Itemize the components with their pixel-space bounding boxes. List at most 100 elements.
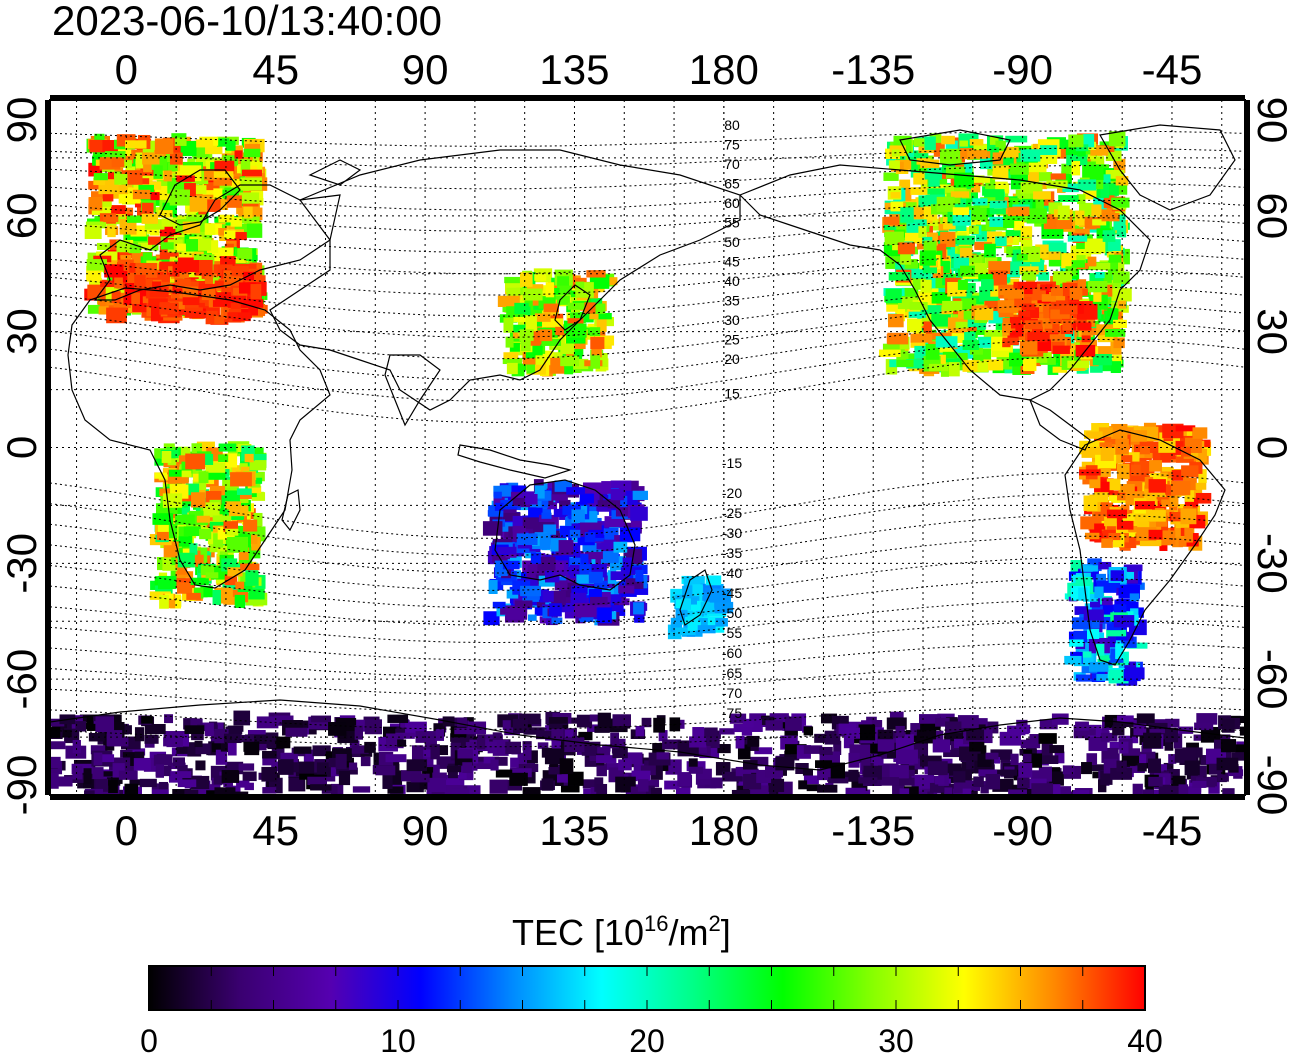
tec-cell (883, 172, 899, 181)
tec-cell (150, 192, 160, 201)
tec-cell (247, 729, 266, 737)
tec-cell (966, 205, 987, 221)
tec-cell (983, 359, 1004, 371)
tec-cell (385, 754, 407, 763)
tec-cell (594, 580, 608, 590)
tec-cell (1120, 504, 1130, 515)
tec-cell (589, 714, 600, 722)
tec-cell (1106, 509, 1128, 519)
tec-cell (551, 530, 566, 542)
tec-cell (966, 729, 985, 741)
tec-cell (920, 305, 942, 314)
tec-cell (936, 196, 955, 212)
tec-cell (1184, 760, 1200, 776)
tec-cell (93, 177, 106, 186)
tec-cell (1091, 764, 1108, 772)
tec-cell (250, 284, 262, 300)
tec-cell (493, 485, 511, 497)
tec-cell (504, 324, 526, 333)
tec-cell (989, 208, 1006, 215)
contour-line (50, 165, 1245, 190)
tec-cell (1158, 784, 1181, 795)
tec-cell (899, 179, 911, 194)
tec-cell (757, 777, 769, 793)
tec-cell (87, 284, 105, 299)
tec-cell (968, 225, 979, 235)
tec-cell (195, 760, 206, 771)
tec-cell (1103, 616, 1112, 624)
tec-cell (878, 349, 901, 358)
tec-cell (503, 317, 514, 333)
tec-cell (560, 603, 574, 613)
tec-cell (970, 295, 984, 305)
tec-cell (539, 329, 553, 342)
tec-cell (1010, 753, 1019, 766)
tec-cell (230, 303, 241, 311)
tec-cell (211, 743, 229, 753)
tec-cell (904, 786, 919, 795)
tec-cell (1105, 169, 1125, 179)
tec-cell (504, 276, 525, 284)
tec-cell (102, 189, 114, 202)
tec-cell (213, 533, 224, 548)
tec-cell (1008, 789, 1027, 795)
tec-cell (530, 330, 541, 346)
tec-cell (1139, 446, 1150, 455)
tec-cell (575, 281, 585, 289)
tec-cell (338, 770, 351, 786)
colorbar-tick-label: 10 (380, 1023, 416, 1057)
tec-cell (895, 734, 914, 751)
tec-cell (169, 152, 183, 165)
contour-label: -50 (722, 605, 742, 621)
colorbar: TEC [1016/m2] 0 10 20 30 40 (140, 911, 1163, 1057)
tec-cell (1022, 358, 1037, 372)
tec-cell (526, 750, 538, 764)
tec-cell (181, 504, 191, 520)
tec-cell (530, 552, 541, 564)
tec-cell (677, 772, 691, 787)
tec-cell (458, 769, 467, 779)
tec-cell (1111, 197, 1130, 208)
tec-cell (181, 470, 192, 478)
tec-cell (193, 481, 207, 491)
tec-cell (610, 594, 622, 603)
tec-cell (963, 310, 973, 320)
contour-line (50, 356, 1245, 423)
tec-cell (182, 286, 198, 298)
tec-cell (504, 724, 520, 736)
contour-label: -60 (722, 645, 742, 661)
tec-cell (204, 223, 216, 235)
tec-cell (1052, 345, 1070, 354)
tec-cell (133, 758, 151, 771)
tec-cell (489, 779, 508, 794)
tec-cell (566, 323, 587, 338)
tec-cell (1073, 630, 1088, 643)
tec-cell (819, 746, 833, 756)
tec-cell (1006, 246, 1019, 258)
tec-cell (704, 727, 718, 738)
tec-cell (1181, 465, 1199, 478)
tec-cell (985, 773, 1001, 790)
tec-cell (411, 745, 424, 761)
tec-cell (1109, 741, 1123, 750)
tec-cell (245, 570, 259, 586)
tec-cell (177, 582, 193, 594)
tec-cell (895, 149, 905, 164)
tec-cell (1111, 423, 1128, 439)
tec-cell (980, 784, 989, 794)
tec-cell (1040, 145, 1058, 156)
tec-cell (1014, 297, 1032, 308)
tec-cell (578, 731, 593, 741)
tec-cell (98, 306, 109, 315)
tec-cell (934, 776, 945, 785)
tec-cell (406, 781, 424, 793)
tec-cell (1196, 448, 1207, 463)
tec-cell (675, 599, 686, 610)
tec-cell (975, 229, 996, 242)
tec-cell (351, 745, 369, 754)
tec-cell (576, 574, 595, 584)
tec-cell (164, 714, 174, 724)
tec-cell (364, 741, 376, 753)
tec-cell (977, 361, 988, 372)
tec-cell (1081, 335, 1091, 343)
